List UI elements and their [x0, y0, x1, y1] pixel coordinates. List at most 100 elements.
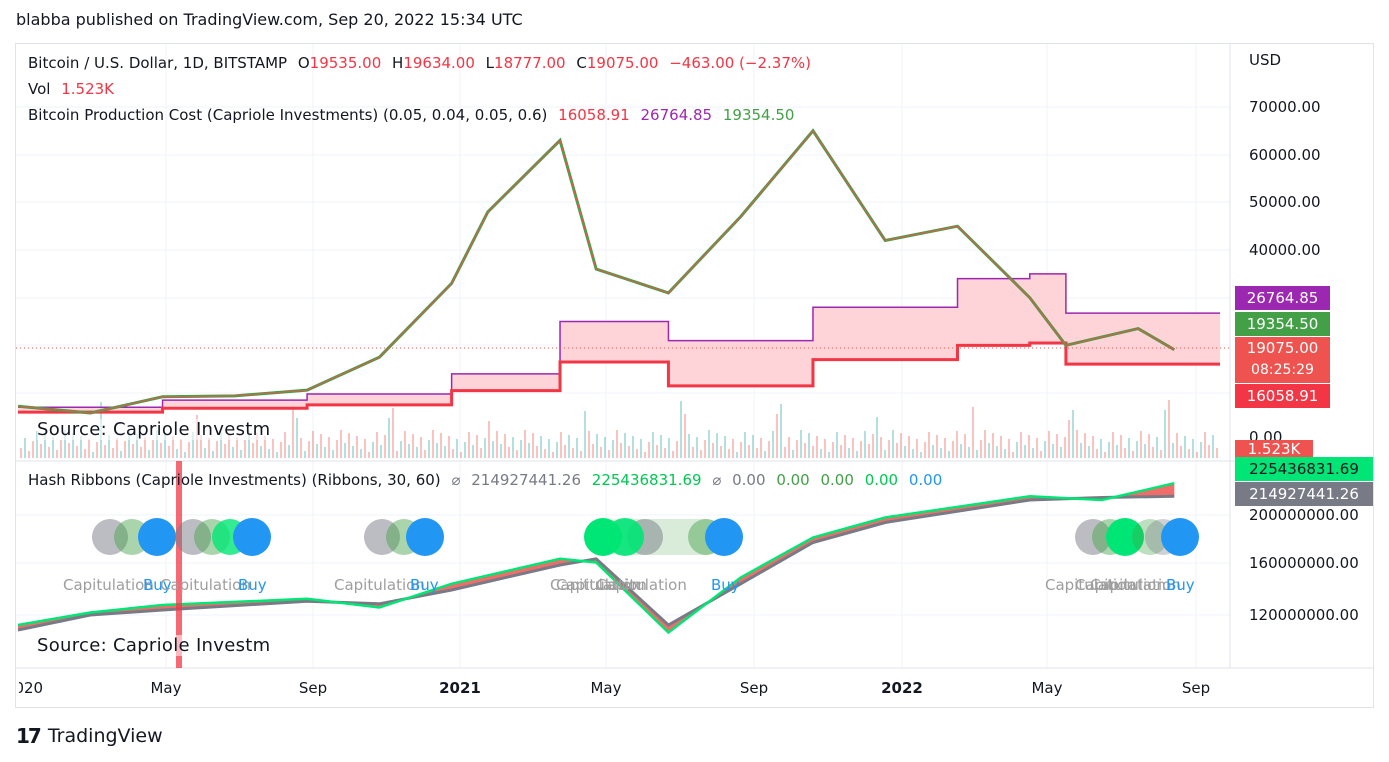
volume-bar — [1028, 435, 1030, 458]
volume-bar — [888, 440, 890, 458]
volume-bar — [1080, 443, 1082, 458]
volume-bar — [136, 434, 138, 458]
volume-bar — [1100, 439, 1102, 458]
volume-bar — [216, 441, 218, 458]
signal-label: Buy — [143, 576, 172, 594]
volume-bar — [128, 431, 130, 458]
price-axis-tick[interactable]: 70000.00 — [1249, 98, 1321, 116]
volume-bar — [88, 439, 90, 458]
volume-bar — [180, 439, 182, 458]
change-value: −463.00 (−2.37%) — [669, 54, 811, 72]
close-label: C — [576, 54, 587, 72]
volume-bar — [1008, 439, 1010, 458]
time-axis-label[interactable]: May — [1031, 679, 1063, 697]
volume-bar — [480, 448, 482, 458]
volume-bar — [816, 436, 818, 458]
volume-bar — [692, 447, 694, 458]
hash-ribbons-legend[interactable]: Hash Ribbons (Capriole Investments) (Rib… — [28, 471, 948, 489]
volume-bar — [532, 433, 534, 458]
signal-circle — [606, 518, 644, 556]
volume-bar — [552, 452, 554, 458]
source-watermark: Source: Capriole Investm — [37, 419, 271, 440]
time-axis-label[interactable]: Sep — [1181, 679, 1211, 697]
price-axis-tick[interactable]: 50000.00 — [1249, 193, 1321, 211]
low-label: L — [485, 54, 495, 72]
volume-bar — [844, 435, 846, 458]
indicator-name: Bitcoin Production Cost (Capriole Invest… — [28, 106, 548, 124]
volume-bar — [1020, 432, 1022, 458]
time-axis-label[interactable]: 2021 — [439, 679, 481, 697]
volume-bar — [916, 439, 918, 458]
volume-bar — [316, 444, 318, 458]
volume-bar — [1196, 452, 1198, 458]
time-axis-label[interactable]: May — [590, 679, 622, 697]
time-axis-label[interactable]: Sep — [298, 679, 328, 697]
volume-bar — [1000, 436, 1002, 458]
volume-bar — [400, 441, 402, 458]
hash-axis-tick[interactable]: 120000000.00 — [1249, 606, 1359, 624]
volume-legend[interactable]: Vol 1.523K — [28, 80, 120, 98]
volume-bar — [512, 437, 514, 458]
volume-bar — [1164, 410, 1166, 458]
volume-bar — [324, 447, 326, 458]
hash-value-7: 0.00 — [908, 471, 943, 489]
volume-bar — [1124, 448, 1126, 458]
cost-high-price-box: 26764.85 — [1235, 286, 1330, 310]
volume-bar — [808, 433, 810, 458]
volume-bar — [76, 446, 78, 458]
symbol-legend[interactable]: Bitcoin / U.S. Dollar, 1D, BITSTAMP O195… — [28, 54, 817, 72]
volume-bar — [260, 446, 262, 458]
hash-axis-tick[interactable]: 200000000.00 — [1249, 506, 1359, 524]
tradingview-brand[interactable]: 17 TradingView — [16, 724, 163, 748]
hash-fast-ma-line — [17, 481, 1175, 635]
volume-bar — [280, 442, 282, 458]
volume-bar — [812, 446, 814, 458]
volume-bar — [664, 448, 666, 458]
volume-bar — [588, 431, 590, 458]
volume-bar — [908, 436, 910, 458]
production-cost-low-line — [18, 341, 1220, 414]
volume-bar — [948, 451, 950, 458]
volume-value: 1.523K — [61, 80, 115, 98]
hash-slow-ma-line — [17, 494, 1175, 632]
volume-bar — [308, 441, 310, 458]
volume-bar — [852, 438, 854, 458]
volume-bar — [1068, 420, 1070, 458]
volume-bar — [372, 442, 374, 458]
volume-bar — [848, 448, 850, 458]
volume-bar — [528, 443, 530, 458]
volume-bar — [44, 434, 46, 458]
signal-label: Capitulation — [334, 576, 425, 594]
symbol-name: Bitcoin / U.S. Dollar, 1D, BITSTAMP — [28, 54, 288, 72]
volume-bar — [1116, 445, 1118, 458]
volume-bar — [224, 444, 226, 458]
volume-bar — [364, 439, 366, 458]
volume-bar — [120, 451, 122, 458]
time-axis-label[interactable]: Sep — [739, 679, 769, 697]
volume-bar — [980, 440, 982, 458]
indicator-legend[interactable]: Bitcoin Production Cost (Capriole Invest… — [28, 106, 800, 124]
price-axis-tick[interactable]: 60000.00 — [1249, 146, 1321, 164]
volume-bar — [544, 449, 546, 458]
signal-label: Capitulation — [596, 576, 687, 594]
volume-bar — [424, 450, 426, 458]
volume-bar — [540, 436, 542, 458]
volume-bar — [200, 435, 202, 458]
time-axis-label[interactable]: May — [150, 679, 182, 697]
time-axis-label[interactable]: 2022 — [881, 679, 923, 697]
volume-bar — [1120, 435, 1122, 458]
brand-name: TradingView — [47, 725, 163, 747]
volume-bar — [104, 445, 106, 458]
volume-bar — [700, 450, 702, 458]
tradingview-logo-icon: 17 — [16, 724, 42, 748]
volume-bar — [220, 431, 222, 458]
hash-axis-tick[interactable]: 160000000.00 — [1249, 554, 1359, 572]
volume-bar — [668, 438, 670, 458]
volume-bar — [452, 449, 454, 458]
volume-bar — [820, 449, 822, 458]
volume-bar — [276, 452, 278, 458]
cost-mid-price-box: 19354.50 — [1235, 312, 1330, 336]
time-axis-label[interactable]: 2020 — [4, 679, 44, 697]
price-axis-tick[interactable]: 40000.00 — [1249, 241, 1321, 259]
